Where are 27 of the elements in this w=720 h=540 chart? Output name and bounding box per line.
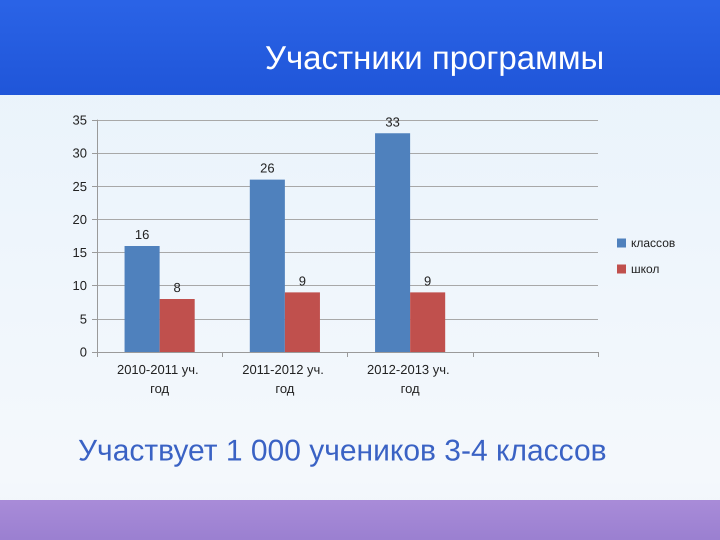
- data-label: 9: [424, 273, 432, 288]
- x-tick-label: 2011-2012 уч. год: [242, 362, 328, 396]
- y-tick-label: 20: [72, 212, 87, 227]
- bar: [284, 292, 320, 352]
- y-tick-label: 10: [72, 278, 87, 294]
- bar: [375, 133, 410, 352]
- bar: [160, 298, 195, 352]
- y-tick-label: 35: [72, 112, 87, 128]
- data-label: 8: [174, 280, 181, 295]
- x-tick-label: 2012-2013 уч. год: [366, 362, 454, 396]
- y-tick-label: 5: [80, 311, 87, 326]
- bar: [250, 180, 285, 352]
- y-tick-label: 30: [72, 146, 87, 161]
- bar: [124, 246, 160, 352]
- data-label: 16: [134, 226, 150, 242]
- data-label: 9: [298, 273, 306, 288]
- legend-label: школ: [631, 262, 660, 276]
- x-tick-label: 2010-2011 уч. год: [116, 362, 202, 396]
- text: Участвует 1 000 учеников 3-4 классов: [78, 434, 607, 468]
- bar: [410, 292, 446, 352]
- y-tick-label: 15: [72, 245, 87, 260]
- y-tick-label: 25: [72, 178, 87, 194]
- legend-label: классов: [631, 236, 676, 250]
- data-label: 26: [260, 160, 275, 176]
- y-tick-label: 0: [80, 344, 87, 360]
- data-label: 33: [385, 114, 400, 130]
- chart-title: Участники программы: [265, 39, 604, 76]
